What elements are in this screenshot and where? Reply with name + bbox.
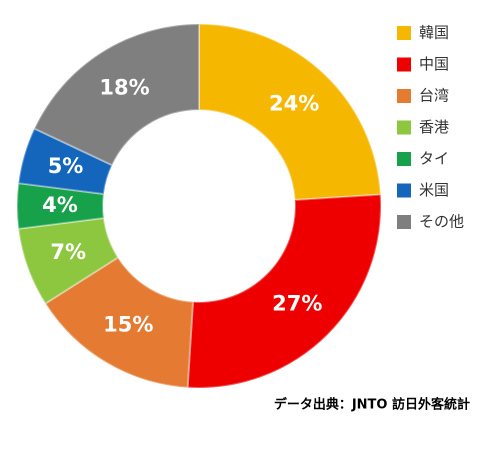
value-label: 4% — [42, 193, 78, 217]
legend-label: 台湾 — [419, 87, 449, 105]
donut-segment — [17, 216, 120, 305]
donut-segment — [43, 256, 195, 389]
legend-swatch — [397, 120, 411, 135]
legend-swatch — [397, 183, 411, 198]
value-label: 24% — [269, 92, 319, 116]
value-label: 5% — [48, 154, 84, 178]
legend-swatch — [397, 152, 411, 166]
legend-label: 中国 — [419, 55, 449, 73]
legend-swatch — [397, 215, 411, 229]
legend-label: 韓国 — [419, 24, 449, 42]
legend-label: タイ — [419, 150, 449, 168]
legend-label: 米国 — [419, 181, 449, 199]
source-note: データ出典：JNTO 訪日外客統計 — [274, 397, 470, 413]
value-label: 18% — [99, 76, 149, 100]
donut-segment — [186, 193, 382, 389]
donut-segment — [32, 22, 200, 167]
legend-swatch — [397, 26, 411, 40]
legend-label: その他 — [419, 213, 464, 231]
value-label: 27% — [272, 291, 322, 315]
donut-segment — [198, 22, 382, 202]
legend-swatch — [397, 57, 411, 72]
legend-label: 香港 — [419, 118, 449, 136]
value-label: 7% — [50, 240, 86, 264]
value-label: 15% — [103, 313, 153, 337]
legend-swatch — [397, 89, 411, 103]
